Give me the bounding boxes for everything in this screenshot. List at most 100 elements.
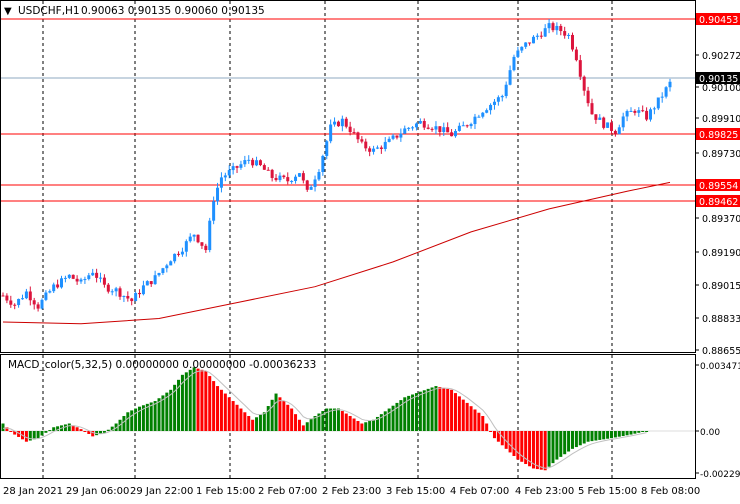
price-tick-label: 0.88833 [702,314,740,325]
macd-bar [204,371,208,431]
macd-bar [48,430,52,432]
candle-body [395,135,399,138]
candle-body [407,127,411,129]
macd-bar [461,399,465,431]
macd-bar [645,431,649,432]
macd-bar [395,402,399,431]
candles [1,18,672,312]
price-tick-label: 0.88655 [702,346,740,357]
candle-body [547,23,551,29]
macd-bar [114,423,118,431]
ma-line [2,181,671,325]
macd-bar [625,431,629,436]
macd-bar [71,425,75,431]
macd-bar [559,431,563,457]
candle-body [192,234,196,237]
candle-body [559,25,563,32]
candle-body [574,49,578,61]
candle-body [356,132,360,140]
macd-bar [379,414,383,431]
macd-bar [91,431,95,437]
macd-bar [606,431,610,439]
candle-body [387,138,391,142]
candle-body [95,272,99,278]
candle-body [633,110,637,113]
candle-body [391,135,395,139]
candle-body [251,159,255,166]
macd-bar [407,395,411,431]
candle-body [212,201,216,221]
candle-body [13,304,17,306]
time-axis-label: 4 Feb 07:00 [450,486,509,497]
candle-body [457,125,461,131]
price-tick-label: 0.89730 [702,149,740,160]
macd-bar [414,393,418,431]
candle-body [5,295,9,301]
macd-bar [235,404,239,431]
candle-body [1,295,5,297]
macd-bar [457,396,461,431]
candle-body [668,81,672,88]
candle-body [301,173,305,181]
macd-bar [102,431,106,433]
macd-histogram [1,367,695,471]
candle-body [67,274,71,278]
candle-body [660,96,664,98]
macd-bar [110,426,114,431]
macd-bar [450,389,454,431]
macd-bar [134,408,138,431]
candle-body [297,173,301,177]
candle-body [200,242,204,246]
candle-body [52,284,56,292]
candle-body [305,180,309,190]
level-label: 0.89825 [699,130,738,141]
candle-body [539,35,543,37]
macd-bar [122,416,126,431]
macd-bar [192,367,196,431]
macd-bar [629,431,633,435]
candle-body [629,110,633,112]
macd-bar [344,413,348,431]
macd-bar [266,406,270,431]
macd-bar [161,395,165,431]
horizontal-levels: 0.90453 0.89825 0.89554 0.89462 0.90135 [1,13,740,208]
macd-bar [216,386,220,431]
candle-body [274,177,278,181]
candle-body [216,187,220,202]
time-axis-label: 29 Jan 22:00 [130,486,193,497]
header-arrow-icon[interactable]: ▼ [4,6,12,17]
macd-bar [516,431,520,460]
candle-body [621,116,625,128]
macd-bar [177,379,181,431]
current-price-box [696,72,740,84]
candle-body [434,126,438,130]
candle-body [555,25,559,31]
candle-body [578,60,582,77]
macd-bar [609,431,613,439]
candle-body [426,127,430,129]
macd-bar [617,431,621,437]
level-label-box [696,179,740,191]
candle-body [598,117,602,120]
macd-bar [239,408,243,431]
candle-body [442,127,446,133]
candle-body [543,28,547,37]
candle-body [122,295,126,297]
candle-body [418,121,422,124]
macd-bar [372,419,376,431]
candle-body [134,292,138,302]
candle-body [145,281,149,286]
macd-bar [434,386,438,431]
candle-body [469,124,473,127]
macd-bar [106,429,110,431]
candle-body [609,122,613,131]
macd-bar [188,369,192,431]
macd-bar [520,431,524,462]
macd-bar [270,399,274,431]
candle-body [130,298,134,302]
macd-bar [582,431,586,444]
macd-bar [208,376,212,431]
candle-body [648,109,652,120]
